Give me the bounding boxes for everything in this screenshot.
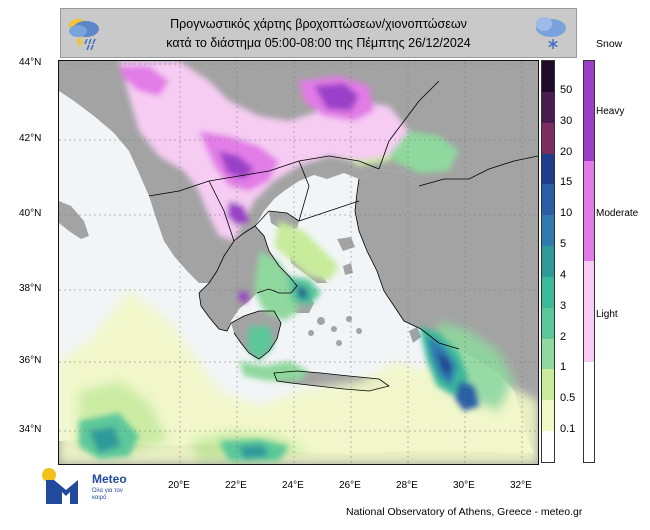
precipitation-map — [58, 60, 539, 465]
lon-label-26: 26°E — [339, 480, 361, 491]
rain-level-label: 30 — [560, 114, 573, 127]
title-line-2: κατά το διάστημα 05:00-08:00 της Πέμπτης… — [166, 36, 471, 50]
snow-moderate-segment — [584, 161, 594, 261]
map-canvas — [59, 61, 538, 464]
rain-level-label: 10 — [560, 207, 573, 220]
lat-label-34: 34°N — [19, 424, 42, 435]
logo-tagline: Όλα για τον καιρό — [92, 488, 123, 501]
gridlines — [59, 61, 538, 464]
snow-label-light: Light — [596, 309, 618, 320]
lon-label-28: 28°E — [396, 480, 418, 491]
snow-field — [119, 61, 409, 303]
lat-label-42: 42°N — [19, 133, 42, 144]
rain-colorbar-segment — [542, 91, 554, 124]
rain-cloud-lightning-icon — [69, 19, 99, 51]
snow-colorbar — [583, 60, 595, 463]
rain-level-label: 50 — [560, 83, 573, 96]
lat-label-44: 44°N — [19, 57, 42, 68]
rain-level-label: 5 — [560, 238, 567, 251]
lat-label-36: 36°N — [19, 355, 42, 366]
rain-level-label: 3 — [560, 299, 567, 312]
meteo-logo: Meteo Όλα για τον καιρό — [40, 466, 160, 506]
lon-label-32: 32°E — [510, 480, 532, 491]
title-line-1: Προγνωστικός χάρτης βροχοπτώσεων/χιονοπτ… — [170, 17, 467, 31]
rain-colorbar-segment — [542, 307, 554, 340]
rain-colorbar-segment — [542, 122, 554, 155]
rain-colorbar-segment — [542, 246, 554, 278]
rain-level-label: 2 — [560, 330, 567, 343]
rain-colorbar-segment — [542, 431, 554, 463]
rain-level-label: 0.5 — [560, 392, 576, 405]
snow-light-segment — [584, 261, 594, 362]
rain-level-label: 15 — [560, 176, 573, 189]
rain-colorbar — [541, 60, 555, 463]
snow-cloud-icon — [536, 17, 566, 49]
snow-label-moderate: Moderate — [596, 208, 639, 219]
lon-label-20: 20°E — [168, 480, 190, 491]
meteo-logo-mark — [42, 468, 78, 504]
rain-level-label: 1 — [560, 361, 567, 374]
lon-label-22: 22°E — [225, 480, 247, 491]
snow-heavy-segment — [584, 61, 594, 161]
rain-colorbar-segment — [542, 276, 554, 309]
snow-legend-title: Snow — [596, 38, 623, 50]
rain-level-label: 0.1 — [560, 423, 576, 436]
rain-colorbar-segment — [542, 215, 554, 247]
country-borders — [148, 80, 538, 392]
rain-colorbar-segment — [542, 369, 554, 401]
rain-colorbar-segment — [542, 400, 554, 432]
rain-colorbar-segment — [542, 338, 554, 370]
rain-field — [59, 106, 538, 464]
snow-label-heavy: Heavy — [596, 106, 625, 117]
title-box: Προγνωστικός χάρτης βροχοπτώσεων/χιονοπτ… — [60, 8, 577, 58]
rain-colorbar-segment — [542, 61, 554, 93]
rain-level-label: 20 — [560, 145, 573, 158]
lat-label-38: 38°N — [19, 283, 42, 294]
footer-credit: National Observatory of Athens, Greece -… — [346, 506, 583, 518]
rain-colorbar-segment — [542, 153, 554, 185]
lat-label-40: 40°N — [19, 208, 42, 219]
snow-none-segment — [584, 362, 594, 462]
rain-colorbar-segment — [542, 184, 554, 216]
logo-name: Meteo — [92, 472, 127, 486]
rain-level-label: 4 — [560, 268, 567, 281]
lon-label-30: 30°E — [453, 480, 475, 491]
lon-label-24: 24°E — [282, 480, 304, 491]
